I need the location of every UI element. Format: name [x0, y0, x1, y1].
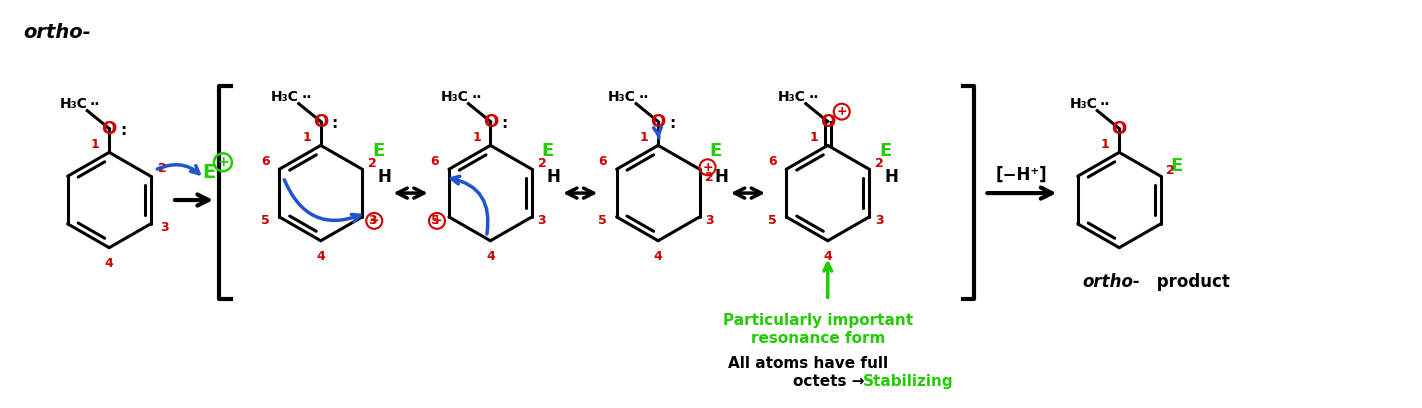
Text: H₃C: H₃C	[272, 90, 299, 104]
Text: 1: 1	[303, 131, 311, 144]
Text: 3: 3	[538, 214, 546, 227]
Text: 5: 5	[768, 214, 776, 227]
Text: E: E	[879, 142, 892, 160]
Text: ..: ..	[90, 94, 101, 108]
Text: 4: 4	[823, 250, 832, 263]
Text: E: E	[202, 163, 216, 182]
Text: H₃C: H₃C	[609, 90, 636, 104]
Text: 6: 6	[431, 155, 439, 168]
Text: 6: 6	[599, 155, 607, 168]
Text: :: :	[502, 116, 508, 131]
Text: 1: 1	[640, 131, 648, 144]
Text: 2: 2	[1166, 164, 1175, 177]
Text: 2: 2	[538, 157, 546, 170]
Text: 2: 2	[368, 157, 377, 170]
Text: 5: 5	[431, 214, 439, 227]
Text: +: +	[836, 105, 848, 118]
Text: ..: ..	[1101, 94, 1111, 108]
Text: +: +	[368, 214, 380, 227]
Text: 6: 6	[262, 155, 270, 168]
Text: +: +	[432, 214, 442, 227]
Text: :: :	[331, 116, 338, 131]
Text: [−H⁺]: [−H⁺]	[995, 166, 1047, 184]
Text: :: :	[119, 123, 127, 138]
Text: +: +	[702, 161, 712, 174]
Text: 6: 6	[768, 155, 776, 168]
Text: O: O	[650, 113, 665, 131]
Text: :: :	[668, 116, 675, 131]
Text: octets →: octets →	[793, 374, 870, 389]
Text: E: E	[1170, 157, 1183, 175]
Text: 4: 4	[105, 257, 114, 270]
Text: H₃C: H₃C	[60, 97, 87, 111]
Text: ortho-: ortho-	[23, 23, 91, 42]
Text: 1: 1	[91, 138, 100, 151]
Text: 1: 1	[809, 131, 818, 144]
Text: 4: 4	[486, 250, 495, 263]
Text: O: O	[101, 120, 117, 137]
Text: product: product	[1152, 273, 1230, 291]
Text: resonance form: resonance form	[751, 330, 884, 346]
Text: ..: ..	[809, 87, 819, 101]
Text: 5: 5	[260, 214, 270, 227]
Text: H: H	[547, 168, 560, 186]
Text: ortho-: ortho-	[1082, 273, 1140, 291]
Text: E: E	[373, 142, 384, 160]
Text: ..: ..	[471, 87, 482, 101]
Text: E: E	[710, 142, 722, 160]
Text: O: O	[313, 113, 328, 131]
Text: 4: 4	[316, 250, 326, 263]
Text: 3: 3	[875, 214, 883, 227]
Text: ..: ..	[638, 87, 650, 101]
Text: 3: 3	[161, 221, 169, 234]
Text: 2: 2	[705, 171, 714, 184]
Text: 2: 2	[875, 157, 883, 170]
Text: +: +	[218, 155, 229, 169]
Text: 4: 4	[654, 250, 663, 263]
Text: O: O	[483, 113, 498, 131]
Text: 1: 1	[1101, 138, 1109, 151]
Text: Particularly important: Particularly important	[722, 313, 913, 328]
Text: H: H	[884, 168, 899, 186]
Text: ..: ..	[301, 87, 311, 101]
Text: 2: 2	[158, 162, 166, 175]
Text: 5: 5	[599, 214, 607, 227]
Text: Stabilizing: Stabilizing	[863, 374, 953, 389]
Text: O: O	[820, 113, 835, 131]
Text: H₃C: H₃C	[1069, 97, 1098, 111]
Text: H: H	[715, 168, 728, 186]
Text: 3: 3	[368, 214, 377, 227]
Text: 3: 3	[705, 214, 714, 227]
Text: 1: 1	[472, 131, 481, 144]
Text: H₃C: H₃C	[441, 90, 468, 104]
Text: E: E	[542, 142, 555, 160]
Text: All atoms have full: All atoms have full	[728, 357, 887, 371]
Text: O: O	[1112, 120, 1126, 137]
Text: H: H	[377, 168, 391, 186]
Text: H₃C: H₃C	[778, 90, 806, 104]
